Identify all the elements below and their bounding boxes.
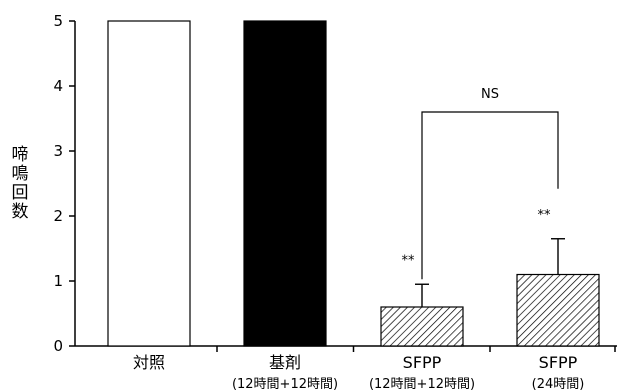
bar: [516, 273, 600, 347]
comparison-bracket: [421, 111, 559, 280]
x-category-label: 基剤: [269, 353, 301, 372]
x-category-label: SFPP: [403, 353, 442, 372]
bar: [243, 20, 327, 347]
x-category-sublabel: (12時間+12時間): [232, 377, 338, 391]
y-axis-label-char: 啼: [12, 145, 29, 165]
x-category-label: 対照: [133, 353, 165, 372]
y-tick-label: 1: [53, 272, 63, 290]
annotations: ** ** NS: [402, 87, 559, 280]
x-category-sublabel: (12時間+12時間): [369, 377, 475, 391]
bar: [107, 20, 191, 347]
bar: [380, 306, 464, 347]
x-category-label: SFPP: [539, 353, 578, 372]
y-tick-label: 2: [53, 207, 63, 225]
y-axis-label-char: 鳴: [12, 164, 29, 184]
y-tick-label: 0: [53, 337, 63, 355]
y-axis-label-char: 数: [12, 202, 29, 222]
y-tick-label: 5: [53, 12, 63, 30]
x-category-sublabel: (24時間): [532, 377, 585, 391]
y-tick-label: 4: [53, 77, 63, 95]
y-axis-label-char: 回: [12, 183, 29, 203]
bars: [107, 20, 600, 347]
y-tick-label: 3: [53, 142, 63, 160]
comparison-label: NS: [481, 87, 499, 102]
significance-label: **: [402, 253, 416, 268]
significance-label: **: [538, 208, 552, 223]
